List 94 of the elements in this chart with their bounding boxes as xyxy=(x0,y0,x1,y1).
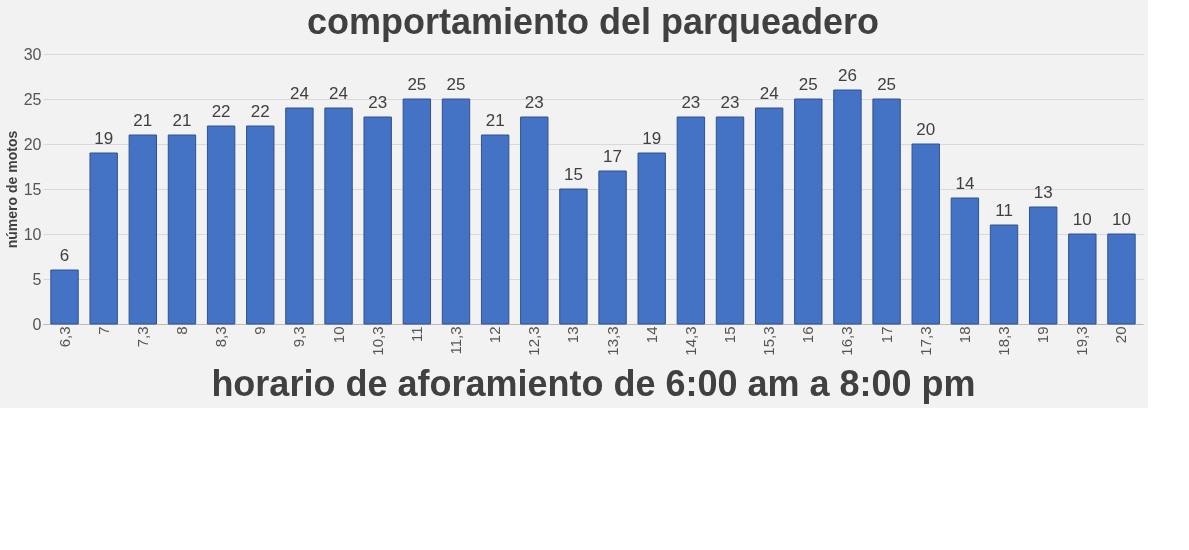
y-axis-title: número de motos xyxy=(3,130,20,249)
x-tick-label: 10,3 xyxy=(368,326,386,356)
data-label: 25 xyxy=(407,75,427,94)
bar xyxy=(363,116,392,325)
x-tick-label: 12 xyxy=(486,326,504,344)
data-label: 20 xyxy=(916,120,936,139)
bar xyxy=(754,107,784,325)
x-tick-label: 7,3 xyxy=(133,326,151,348)
bar xyxy=(833,89,862,325)
data-label: 24 xyxy=(329,84,349,103)
x-tick-label: 13,3 xyxy=(603,326,621,356)
data-label: 23 xyxy=(681,93,701,112)
x-tick-label: 14 xyxy=(642,326,660,344)
data-label: 25 xyxy=(798,75,818,94)
x-tick-label: 17 xyxy=(877,326,895,344)
y-tick-label: 20 xyxy=(23,135,42,153)
data-label: 15 xyxy=(563,165,583,184)
bar xyxy=(1028,206,1058,325)
data-label: 14 xyxy=(955,174,975,193)
data-label: 23 xyxy=(524,93,544,112)
x-tick-label: 13 xyxy=(564,326,582,344)
bar xyxy=(167,134,197,325)
data-label: 24 xyxy=(759,84,779,103)
data-label: 23 xyxy=(368,93,388,112)
bar xyxy=(559,188,588,325)
x-tick-label: 10 xyxy=(329,326,347,344)
x-tick-label: 11,3 xyxy=(446,326,464,355)
bar xyxy=(911,143,940,325)
x-tick-label: 9 xyxy=(251,326,269,335)
x-tick-label: 14,3 xyxy=(681,326,699,356)
x-tick-label: 18 xyxy=(955,326,973,344)
bar xyxy=(402,98,432,325)
x-tick-label: 8,3 xyxy=(212,326,230,348)
bar xyxy=(598,170,627,325)
bar xyxy=(794,98,823,325)
bar xyxy=(676,116,706,325)
data-label: 22 xyxy=(211,102,231,121)
data-label: 10 xyxy=(1072,210,1092,229)
y-tick-label: 25 xyxy=(23,90,42,108)
x-tick-label: 18,3 xyxy=(995,326,1013,356)
data-label: 26 xyxy=(837,66,857,85)
y-tick-label: 15 xyxy=(23,180,42,198)
bar xyxy=(1068,233,1097,325)
bar xyxy=(89,152,118,325)
bar xyxy=(950,197,980,325)
x-tick-label: 15,3 xyxy=(760,326,778,356)
bar xyxy=(989,224,1019,325)
x-tick-label: 17,3 xyxy=(916,326,934,356)
y-tick-label: 5 xyxy=(32,270,42,288)
chart-title: comportamiento del parqueadero xyxy=(306,1,880,42)
x-tick-label: 16 xyxy=(799,326,817,344)
bar xyxy=(441,98,471,325)
bar xyxy=(637,152,666,325)
bar xyxy=(324,107,353,325)
x-tick-label: 7 xyxy=(94,326,112,335)
x-tick-label: 15 xyxy=(721,326,739,344)
y-tick-label: 0 xyxy=(32,315,42,333)
x-axis-title: horario de aforamiento de 6:00 am a 8:00 pm xyxy=(211,362,976,404)
x-tick-label: 12,3 xyxy=(525,326,543,356)
x-tick-label: 11 xyxy=(407,326,425,343)
data-label: 24 xyxy=(289,84,309,103)
data-label: 22 xyxy=(250,102,270,121)
x-tick-label: 9,3 xyxy=(290,326,308,348)
x-tick-label: 6,3 xyxy=(55,326,73,348)
data-label: 17 xyxy=(603,147,623,166)
x-tick-label: 19,3 xyxy=(1073,326,1091,356)
data-label: 13 xyxy=(1033,183,1053,202)
bar xyxy=(285,107,314,325)
bar xyxy=(128,134,158,325)
data-label: 25 xyxy=(877,75,897,94)
data-label: 10 xyxy=(1112,210,1131,229)
data-label: 19 xyxy=(94,129,114,148)
x-tick-label: 19 xyxy=(1034,326,1052,344)
bar xyxy=(715,116,745,325)
bar xyxy=(872,98,901,325)
y-tick-label: 30 xyxy=(23,45,42,63)
bar xyxy=(520,116,549,325)
bar xyxy=(480,134,510,325)
data-label: 21 xyxy=(485,111,505,130)
data-label: 11 xyxy=(995,201,1013,220)
data-label: 21 xyxy=(172,111,192,130)
data-label: 6 xyxy=(59,246,70,265)
data-label: 21 xyxy=(133,111,153,130)
bar xyxy=(246,125,275,325)
x-tick-label: 20 xyxy=(1112,326,1130,344)
data-label: 25 xyxy=(446,75,466,94)
y-tick-label: 10 xyxy=(23,225,42,243)
data-label: 19 xyxy=(642,129,662,148)
x-tick-label: 16,3 xyxy=(838,326,856,356)
bar xyxy=(206,125,236,325)
bar xyxy=(1107,233,1136,325)
x-tick-label: 8 xyxy=(172,326,190,335)
bar xyxy=(50,269,79,325)
data-label: 23 xyxy=(720,93,740,112)
